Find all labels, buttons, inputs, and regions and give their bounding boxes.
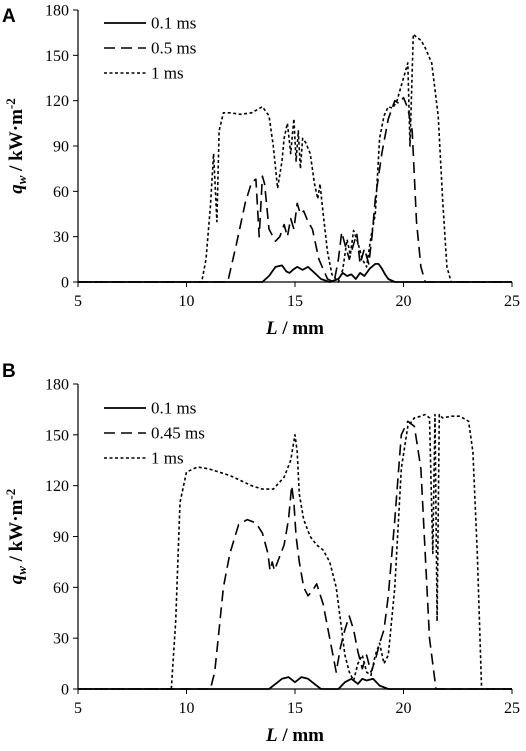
x-tick-label: 10 bbox=[179, 700, 195, 717]
y-tick-label: 150 bbox=[45, 48, 69, 65]
legend-label-1: 0.1 ms bbox=[151, 14, 196, 33]
y-tick-label: 60 bbox=[53, 580, 69, 597]
y-axis-title: qw / kW·m-2 bbox=[3, 98, 29, 194]
x-tick-label: 25 bbox=[504, 700, 520, 717]
x-tick-label: 20 bbox=[396, 293, 412, 310]
y-tick-label: 120 bbox=[45, 93, 69, 110]
x-tick-label: 5 bbox=[74, 700, 82, 717]
chart-panel-b: B 0 30 60 90 120 150 180 5 10 15 20 25 L / mm qw / kW·… bbox=[2, 361, 520, 746]
legend-label-2: 0.45 ms bbox=[151, 424, 205, 443]
x-tick-label: 15 bbox=[287, 700, 303, 717]
x-axis-title: L / mm bbox=[265, 318, 324, 339]
y-tick-label: 180 bbox=[45, 3, 69, 20]
y-tick-label: 30 bbox=[53, 631, 69, 648]
y-tick-label: 180 bbox=[45, 377, 69, 394]
series-line-1 bbox=[78, 676, 512, 690]
y-axis-title: qw / kW·m-2 bbox=[3, 489, 29, 585]
x-tick-label: 10 bbox=[179, 293, 195, 310]
panel-letter: A bbox=[2, 6, 16, 27]
series-line-3 bbox=[78, 33, 512, 283]
series-line-2 bbox=[78, 96, 512, 283]
y-tick-label: 30 bbox=[53, 229, 69, 246]
y-tick-label: 120 bbox=[45, 478, 69, 495]
series-line-3 bbox=[78, 413, 512, 690]
y-tick-label: 0 bbox=[61, 682, 69, 699]
x-tick-label: 5 bbox=[74, 293, 82, 310]
legend-label-3: 1 ms bbox=[151, 64, 184, 83]
y-tick-label: 90 bbox=[53, 139, 69, 156]
series-line-2 bbox=[78, 420, 512, 690]
y-tick-label: 90 bbox=[53, 529, 69, 546]
legend-label-3: 1 ms bbox=[151, 449, 184, 468]
x-axis-title: L / mm bbox=[265, 725, 324, 746]
legend-label-1: 0.1 ms bbox=[151, 399, 196, 418]
y-tick-label: 60 bbox=[53, 184, 69, 201]
x-tick-label: 25 bbox=[504, 293, 520, 310]
series-line-1 bbox=[78, 263, 512, 283]
panel-letter: B bbox=[2, 361, 16, 382]
y-tick-label: 0 bbox=[61, 275, 69, 292]
y-tick-label: 150 bbox=[45, 427, 69, 444]
x-tick-label: 20 bbox=[396, 700, 412, 717]
chart-panel-a: A 0 30 60 90 120 150 180 5 10 15 20 25 L / mm qw / kW·… bbox=[2, 3, 520, 340]
x-tick-label: 15 bbox=[287, 293, 303, 310]
legend-label-2: 0.5 ms bbox=[151, 39, 196, 58]
